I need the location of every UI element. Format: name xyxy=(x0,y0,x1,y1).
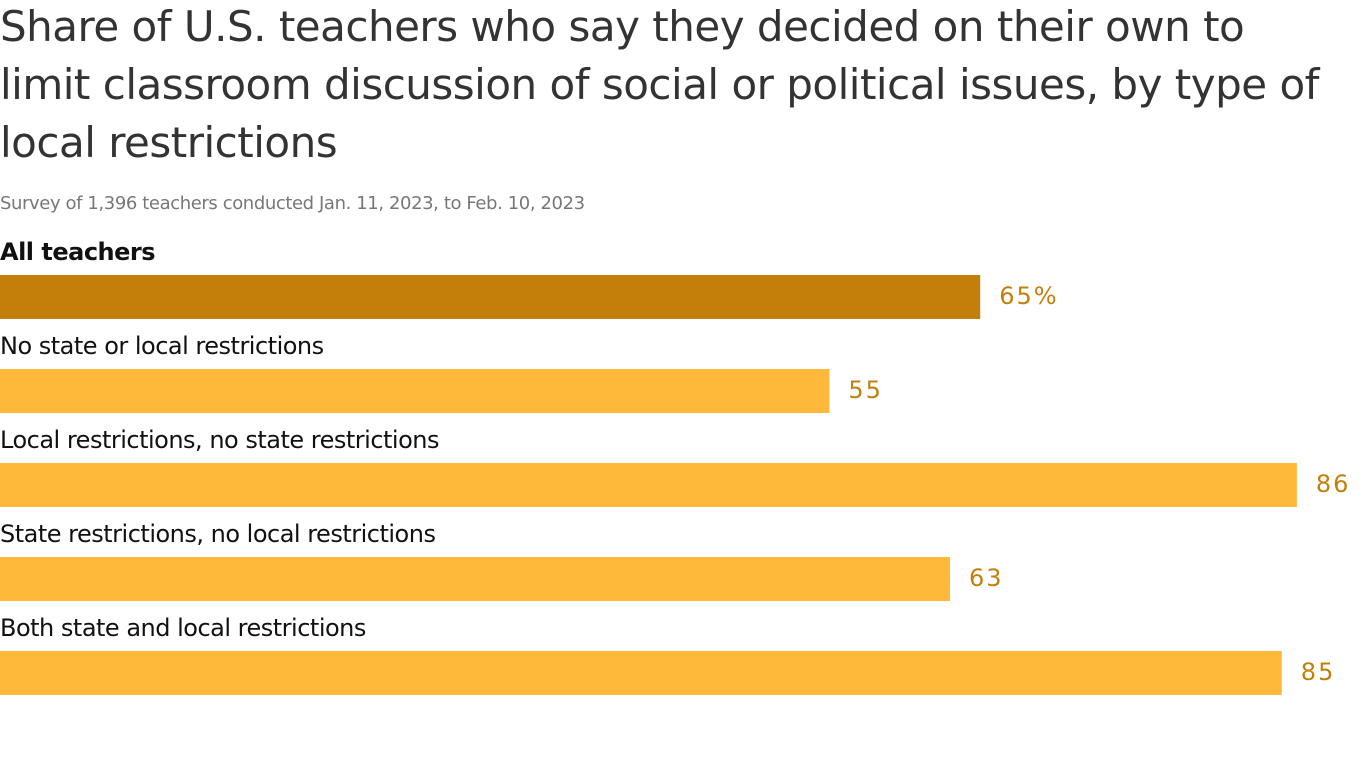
category-label: No state or local restrictions xyxy=(0,332,324,360)
category-label: State restrictions, no local restriction… xyxy=(0,520,435,548)
chart-subtitle: Survey of 1,396 teachers conducted Jan. … xyxy=(0,193,585,214)
bar xyxy=(0,651,1282,695)
bar xyxy=(0,557,951,601)
bar xyxy=(0,369,830,413)
category-label: Both state and local restrictions xyxy=(0,614,366,642)
category-label: All teachers xyxy=(0,238,155,266)
bar xyxy=(0,463,1297,507)
value-label: 65% xyxy=(999,282,1058,310)
value-label: 86 xyxy=(1316,470,1351,498)
value-label: 85 xyxy=(1301,658,1336,686)
category-label: Local restrictions, no state restriction… xyxy=(0,426,439,454)
value-label: 55 xyxy=(848,376,883,404)
value-label: 63 xyxy=(969,564,1004,592)
bar xyxy=(0,275,981,319)
chart-title: Share of U.S. teachers who say they deci… xyxy=(0,2,1319,167)
